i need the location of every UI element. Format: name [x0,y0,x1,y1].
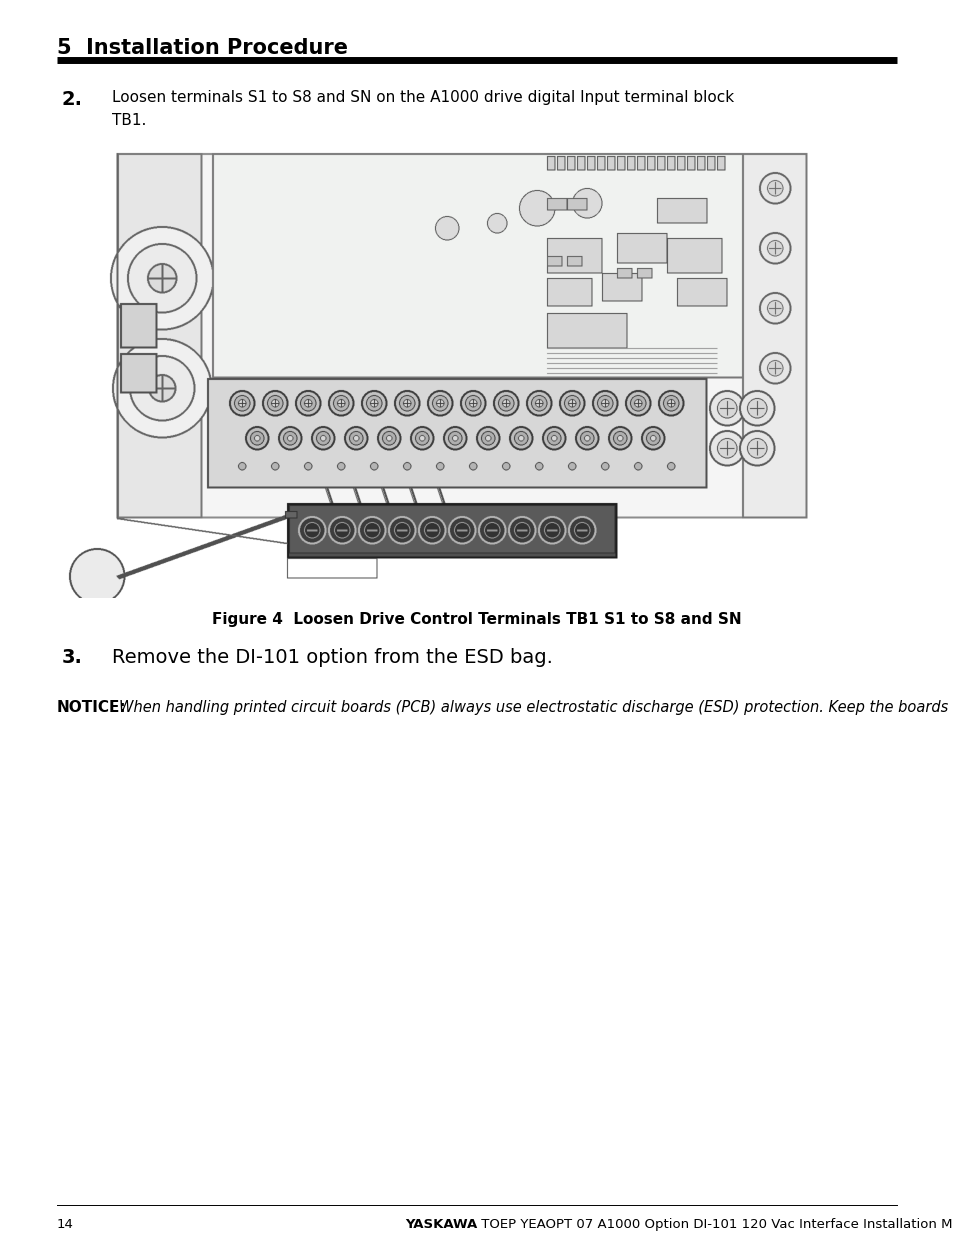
Text: 3.: 3. [62,649,83,667]
Text: 5  Installation Procedure: 5 Installation Procedure [57,38,348,58]
Text: TOEP YEAOPT 07 A1000 Option DI-101 120 Vac Interface Installation Manual: TOEP YEAOPT 07 A1000 Option DI-101 120 V… [476,1218,953,1231]
Text: YASKAWA: YASKAWA [404,1218,476,1231]
Text: Figure 4  Loosen Drive Control Terminals TB1 S1 to S8 and SN: Figure 4 Loosen Drive Control Terminals … [212,613,741,627]
Text: TB1.: TB1. [112,113,146,128]
Text: Loosen terminals S1 to S8 and SN on the A1000 drive digital Input terminal block: Loosen terminals S1 to S8 and SN on the … [112,91,734,105]
Text: When handling printed circuit boards (PCB) always use electrostatic discharge (E: When handling printed circuit boards (PC… [119,701,953,715]
Text: NOTICE:: NOTICE: [57,701,127,715]
Text: 2.: 2. [62,91,83,109]
Text: TB1: TB1 [292,568,311,578]
Text: Remove the DI-101 option from the ESD bag.: Remove the DI-101 option from the ESD ba… [112,649,553,667]
Text: 14: 14 [57,1218,73,1231]
